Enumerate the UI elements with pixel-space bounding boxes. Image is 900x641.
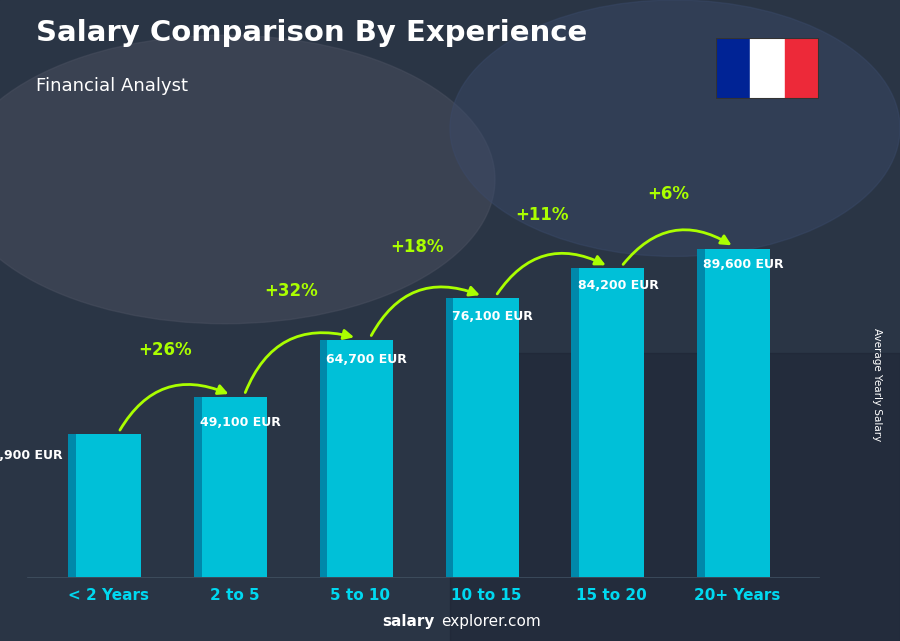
Polygon shape bbox=[68, 435, 76, 577]
FancyBboxPatch shape bbox=[328, 340, 392, 577]
FancyBboxPatch shape bbox=[454, 298, 518, 577]
Text: +26%: +26% bbox=[139, 340, 192, 358]
Text: Average Yearly Salary: Average Yearly Salary bbox=[872, 328, 883, 441]
Text: +6%: +6% bbox=[647, 185, 689, 203]
Text: Salary Comparison By Experience: Salary Comparison By Experience bbox=[36, 19, 587, 47]
Polygon shape bbox=[446, 298, 454, 577]
Polygon shape bbox=[698, 249, 705, 577]
Text: 84,200 EUR: 84,200 EUR bbox=[578, 279, 659, 292]
FancyBboxPatch shape bbox=[76, 435, 141, 577]
FancyBboxPatch shape bbox=[705, 249, 770, 577]
Polygon shape bbox=[572, 269, 579, 577]
Text: explorer.com: explorer.com bbox=[441, 615, 541, 629]
Text: salary: salary bbox=[382, 615, 435, 629]
Bar bbox=[785, 38, 819, 99]
Text: 64,700 EUR: 64,700 EUR bbox=[326, 353, 407, 367]
Text: 76,100 EUR: 76,100 EUR bbox=[452, 310, 533, 324]
Text: +32%: +32% bbox=[264, 281, 318, 299]
Text: +11%: +11% bbox=[516, 206, 569, 224]
Ellipse shape bbox=[0, 35, 495, 324]
FancyBboxPatch shape bbox=[579, 269, 644, 577]
Text: 38,900 EUR: 38,900 EUR bbox=[0, 449, 62, 462]
Polygon shape bbox=[194, 397, 202, 577]
FancyBboxPatch shape bbox=[202, 397, 267, 577]
Text: 89,600 EUR: 89,600 EUR bbox=[703, 258, 784, 271]
Text: +18%: +18% bbox=[390, 238, 444, 256]
Ellipse shape bbox=[450, 0, 900, 256]
Bar bbox=[750, 38, 785, 99]
Bar bbox=[716, 38, 750, 99]
Bar bbox=[450, 353, 900, 641]
Text: 49,100 EUR: 49,100 EUR bbox=[201, 415, 282, 429]
Text: Financial Analyst: Financial Analyst bbox=[36, 77, 188, 95]
Polygon shape bbox=[320, 340, 328, 577]
